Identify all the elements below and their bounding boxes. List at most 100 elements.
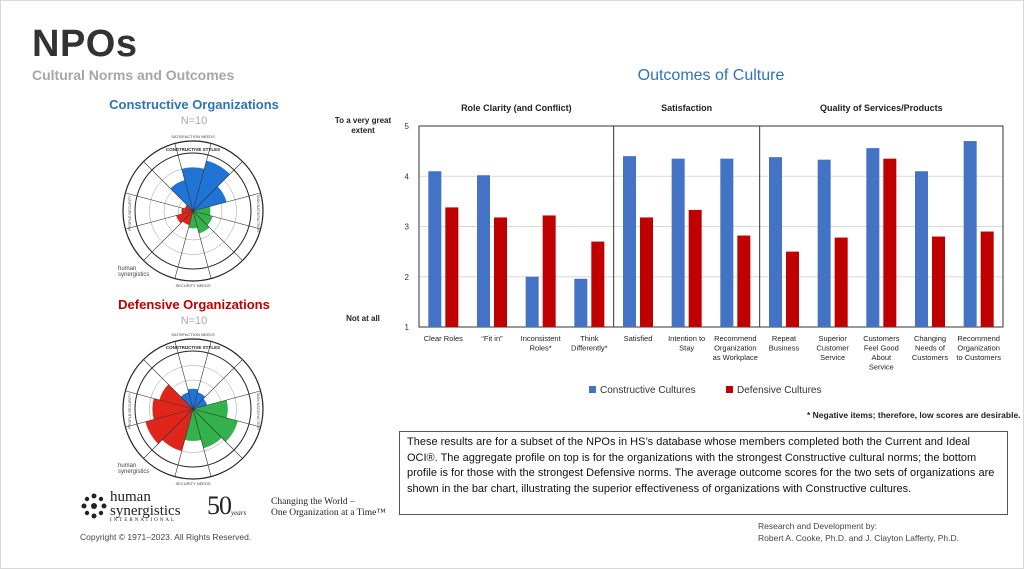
category-label: Think Differently*: [571, 334, 608, 353]
circumplex-spoke: [192, 210, 243, 261]
y-axis-top-label-line: To a very great: [335, 116, 392, 125]
constructive-bar: [817, 159, 831, 327]
defensive-bar: [834, 237, 848, 327]
circumplex-grid-ring: [149, 167, 237, 255]
defensive-title: Defensive Organizations: [118, 297, 270, 312]
constructive-bar: [623, 156, 636, 327]
circumplex-label-left: PEOPLE/SECURITY: [128, 393, 132, 429]
y-axis-top-label: To a very great extent: [335, 116, 392, 135]
red-sector: [162, 409, 193, 452]
category-label-line: Clear Roles: [424, 334, 463, 343]
circumplex-spoke: [192, 359, 243, 410]
green-sector: [193, 211, 213, 226]
negative-items-footnote: * Negative items; therefore, low scores …: [807, 410, 1021, 420]
constructive-bar: [866, 148, 880, 327]
category-label-line: Differently*: [571, 344, 608, 353]
blue-sector: [181, 167, 205, 211]
category-label-line: Intention to: [668, 334, 705, 343]
credits: Research and Development by: Robert A. C…: [758, 520, 959, 544]
circumplex-spoke: [174, 341, 194, 410]
circumplex-spoke: [192, 210, 212, 279]
circumplex-spoke: [125, 210, 194, 230]
blue-sector: [170, 180, 193, 211]
blue-sector: [187, 388, 199, 409]
category-label-line: Roles*: [530, 344, 552, 353]
green-sector: [193, 409, 222, 449]
category-label: “Fit in”: [481, 334, 503, 343]
category-label-line: Satisfied: [624, 334, 653, 343]
green-sector: [193, 206, 211, 216]
constructive-bar: [915, 171, 928, 327]
circumplex-inner-ring: [134, 152, 252, 270]
circumplex-spoke: [192, 143, 212, 212]
category-label-line: Recommend: [957, 334, 1000, 343]
category-label: Changing Needs of Customers: [912, 334, 949, 362]
category-label-line: Service: [820, 353, 845, 362]
y-tick-label: 1: [405, 323, 410, 332]
small-logo-line1: human: [118, 266, 137, 272]
defensive-bar: [932, 236, 945, 327]
y-tick-label: 2: [405, 273, 410, 282]
green-sector: [184, 409, 202, 441]
circumplex-spoke: [125, 192, 194, 212]
circumplex-label-left: PEOPLE/SECURITY: [128, 195, 132, 231]
category-label-line: Customers: [863, 334, 900, 343]
constructive-bar: [525, 276, 539, 327]
logo-line2: synergistics: [110, 503, 181, 519]
blue-sector: [193, 160, 230, 211]
defensive-bar: [737, 235, 751, 327]
logo-line1: human: [110, 489, 151, 505]
defensive-bar: [591, 241, 605, 327]
category-label-line: “Fit in”: [481, 334, 503, 343]
circumplex-spoke: [192, 408, 261, 428]
circumplex-spoke: [192, 161, 243, 212]
small-logo-defensive: human synergistics: [118, 463, 149, 475]
small-logo-line2: synergistics: [118, 469, 150, 475]
category-label-line: Stay: [679, 344, 694, 353]
circumplex-spoke: [143, 161, 194, 212]
category-label: Superior Customer Service: [816, 334, 849, 362]
circumplex-grid-ring: [149, 365, 237, 453]
copyright: Copyright © 1971–2023. All Rights Reserv…: [80, 532, 252, 542]
small-logo-line2: synergistics: [118, 272, 150, 278]
category-label-line: Customer: [816, 344, 849, 353]
defensive-bar: [688, 209, 702, 327]
circumplex-label-outer-top: SATISFACTION NEEDS: [171, 134, 215, 139]
constructive-bar: [720, 158, 734, 327]
circumplex-label-right: TASK/SATISFACTION: [256, 392, 260, 430]
blue-sector: [180, 392, 193, 409]
constructive-circumplex: CONSTRUCTIVE STYLES SATISFACTION NEEDS SEC…: [122, 134, 264, 288]
category-label-line: Service: [869, 363, 894, 372]
red-sector: [184, 204, 193, 211]
category-label-line: Feel Good: [864, 344, 899, 353]
tagline: Changing the World – One Organization at…: [271, 497, 386, 519]
y-axis-bottom-label: Not at all: [346, 314, 380, 323]
circumplex-spoke: [192, 210, 261, 230]
blue-sector: [193, 186, 227, 211]
green-sector: [193, 409, 238, 442]
circumplex-label-top: CONSTRUCTIVE STYLES: [166, 147, 220, 152]
circumplex-spoke: [192, 390, 261, 410]
defensive-n: N=10: [180, 315, 208, 327]
circumplex-spoke: [192, 408, 243, 459]
red-sector: [182, 211, 193, 226]
group-heading: Role Clarity (and Conflict): [461, 103, 572, 113]
constructive-bar: [477, 175, 490, 327]
category-label-line: About: [872, 353, 893, 362]
defensive-bar: [542, 215, 556, 327]
circumplex-label-outer-top: SATISFACTION NEEDS: [171, 332, 215, 337]
category-label: Customers Feel Good About Service: [863, 334, 900, 372]
tagline-line2: One Organization at a Time™: [271, 508, 386, 518]
plot-area-border: [418, 125, 1004, 328]
category-label-line: Changing: [914, 334, 946, 343]
category-label-line: to Customers: [956, 353, 1001, 362]
small-logo-constructive: human synergistics: [118, 266, 149, 278]
anniversary-word: years: [231, 509, 247, 517]
red-sector: [152, 398, 193, 420]
y-tick-label: 4: [405, 172, 410, 181]
category-label-line: Needs of: [915, 344, 946, 353]
circumplex-spoke: [192, 408, 212, 477]
category-label: Intention to Stay: [668, 334, 705, 353]
category-label: Satisfied: [624, 334, 653, 343]
